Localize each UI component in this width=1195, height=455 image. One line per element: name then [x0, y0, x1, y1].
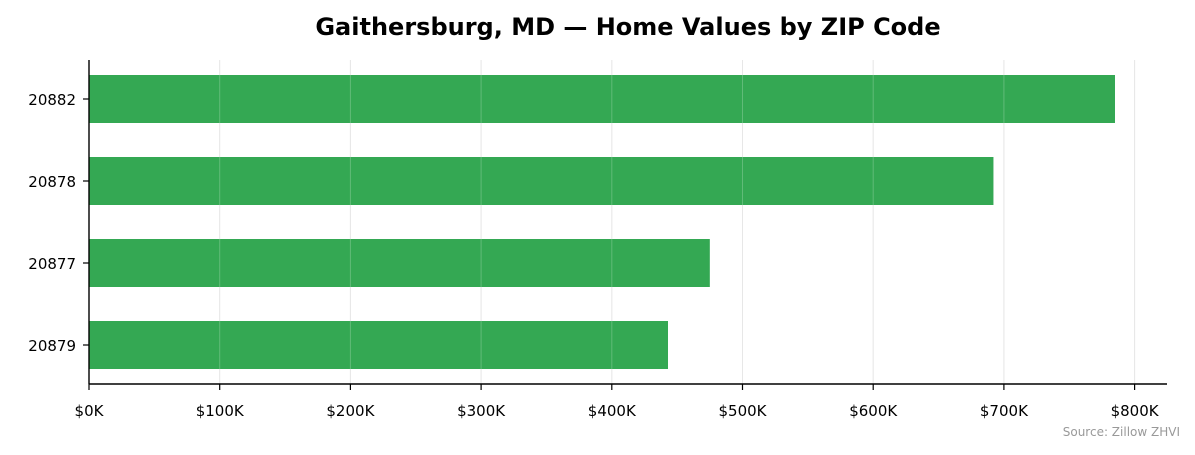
source-note: Source: Zillow ZHVI — [1063, 425, 1180, 439]
bar-20882 — [89, 75, 1115, 123]
y-axis-ticks: 20882 20878 20877 20879 — [28, 91, 89, 355]
x-tick-label-2: $200K — [326, 402, 375, 420]
x-tick-label-3: $300K — [457, 402, 506, 420]
x-tick-label-4: $400K — [588, 402, 637, 420]
bar-20877 — [89, 239, 710, 287]
axes — [88, 60, 1167, 385]
x-tick-label-7: $700K — [980, 402, 1029, 420]
y-tick-label-20878: 20878 — [28, 173, 76, 191]
x-tick-label-6: $600K — [849, 402, 898, 420]
bars — [89, 60, 1136, 384]
y-tick-label-20879: 20879 — [28, 337, 76, 355]
x-tick-label-1: $100K — [196, 402, 245, 420]
x-tick-label-0: $0K — [75, 402, 105, 420]
y-tick-label-20882: 20882 — [28, 91, 76, 109]
chart-title: Gaithersburg, MD — Home Values by ZIP Co… — [315, 13, 940, 41]
x-tick-label-8: $800K — [1111, 402, 1160, 420]
x-axis-ticks: $0K $100K $200K $300K $400K $500K $600K $700K $8… — [75, 384, 1160, 420]
y-tick-label-20877: 20877 — [28, 255, 76, 273]
x-tick-label-5: $500K — [718, 402, 767, 420]
bar-20878 — [89, 157, 994, 205]
bar-20879 — [89, 321, 669, 369]
